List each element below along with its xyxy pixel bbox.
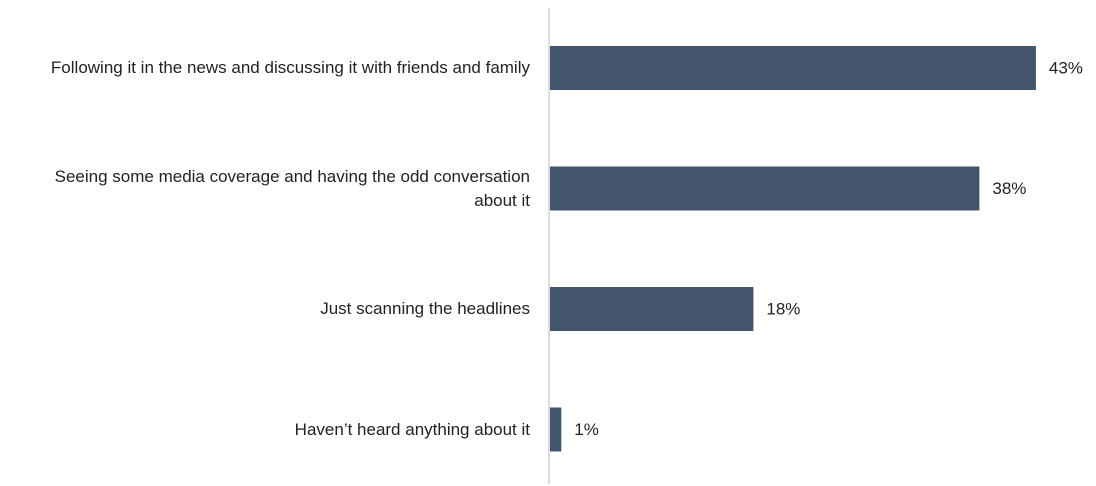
value-label: 18% xyxy=(766,299,800,318)
category-label: Haven’t heard anything about it xyxy=(294,419,530,439)
value-label: 43% xyxy=(1049,58,1083,77)
bar xyxy=(550,46,1036,90)
category-label: Following it in the news and discussing … xyxy=(50,58,530,77)
bar xyxy=(550,407,562,452)
bar xyxy=(550,287,754,331)
category-label: Just scanning the headlines xyxy=(320,299,530,318)
category-label: Seeing some media coverage and having th… xyxy=(54,166,530,210)
value-label: 38% xyxy=(992,179,1026,198)
bar xyxy=(550,166,980,211)
value-label: 1% xyxy=(574,420,599,439)
